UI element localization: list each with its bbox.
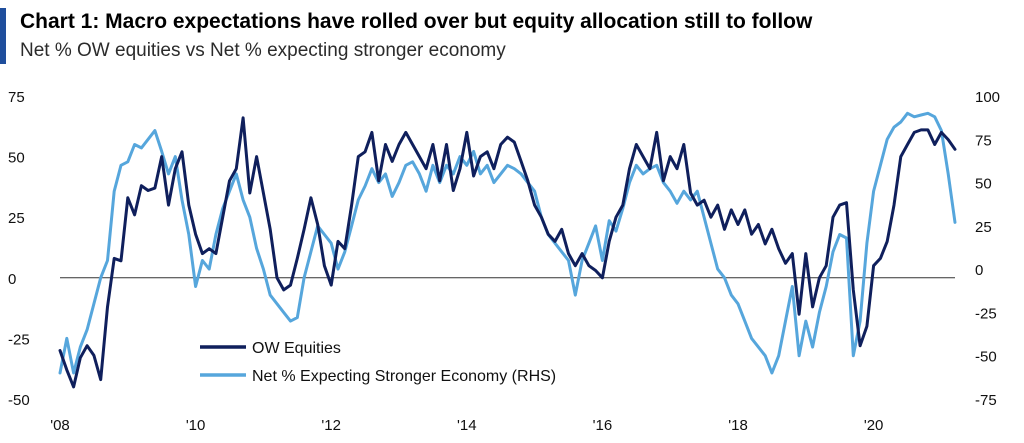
right-axis-tick-label: 0 [975, 262, 983, 279]
right-axis-ticks: -75 -50 -25 0 25 50 75 100 [975, 89, 1000, 409]
x-axis-tick-label: '12 [321, 417, 341, 434]
series-line-stronger-economy [58, 111, 957, 375]
left-axis-tick-label: 75 [8, 89, 25, 106]
x-axis-tick-label: '20 [864, 417, 884, 434]
x-axis-tick-label: '18 [728, 417, 748, 434]
left-axis-tick-label: 0 [8, 271, 16, 288]
title-accent-bar [0, 8, 6, 64]
chart-subtitle: Net % OW equities vs Net % expecting str… [20, 40, 506, 61]
series-lines [58, 111, 957, 389]
legend: OW Equities Net % Expecting Stronger Econ… [200, 340, 556, 385]
legend-label: OW Equities [252, 340, 341, 357]
x-axis-tick-label: '14 [457, 417, 477, 434]
x-axis-tick-label: '16 [593, 417, 613, 434]
right-axis-tick-label: -75 [975, 392, 997, 409]
right-axis-tick-label: 100 [975, 89, 1000, 106]
left-axis-tick-label: 25 [8, 210, 25, 227]
x-axis-tick-label: '08 [50, 417, 70, 434]
legend-label: Net % Expecting Stronger Economy (RHS) [252, 368, 556, 385]
right-axis-tick-label: -50 [975, 349, 997, 366]
x-axis-tick-label: '10 [186, 417, 206, 434]
chart-title: Chart 1: Macro expectations have rolled … [20, 10, 813, 33]
right-axis-tick-label: 50 [975, 176, 992, 193]
x-axis-ticks: '08 '10 '12 '14 '16 '18 '20 [50, 417, 883, 434]
series-line-ow-equities [58, 116, 957, 389]
left-axis-tick-label: -25 [8, 331, 30, 348]
right-axis-tick-label: -25 [975, 305, 997, 322]
left-axis-ticks: -50 -25 0 25 50 75 [8, 89, 30, 409]
right-axis-tick-label: 75 [975, 132, 992, 149]
right-axis-tick-label: 25 [975, 219, 992, 236]
left-axis-tick-label: 50 [8, 150, 25, 167]
left-axis-tick-label: -50 [8, 392, 30, 409]
